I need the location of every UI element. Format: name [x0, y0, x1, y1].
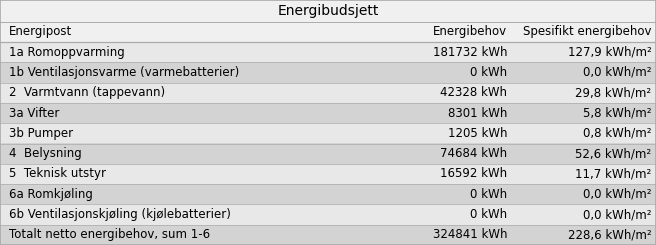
- Text: 4  Belysning: 4 Belysning: [9, 147, 81, 160]
- Bar: [0, 123, 656, 144]
- Bar: [0, 225, 656, 245]
- Text: 0,0 kWh/m²: 0,0 kWh/m²: [583, 188, 651, 201]
- Text: 1a Romoppvarming: 1a Romoppvarming: [9, 46, 124, 59]
- Text: 1205 kWh: 1205 kWh: [447, 127, 507, 140]
- Text: 1b Ventilasjonsvarme (varmebatterier): 1b Ventilasjonsvarme (varmebatterier): [9, 66, 239, 79]
- Text: 6b Ventilasjonskjøling (kjølebatterier): 6b Ventilasjonskjøling (kjølebatterier): [9, 208, 230, 221]
- Text: 6a Romkjøling: 6a Romkjøling: [9, 188, 92, 201]
- Text: 0,0 kWh/m²: 0,0 kWh/m²: [583, 66, 651, 79]
- Text: 29,8 kWh/m²: 29,8 kWh/m²: [575, 86, 651, 99]
- Bar: [0, 164, 656, 184]
- Text: 0 kWh: 0 kWh: [470, 208, 507, 221]
- Text: 2  Varmtvann (tappevann): 2 Varmtvann (tappevann): [9, 86, 165, 99]
- Text: 324841 kWh: 324841 kWh: [432, 228, 507, 241]
- Text: 42328 kWh: 42328 kWh: [440, 86, 507, 99]
- Text: Spesifikt energibehov: Spesifikt energibehov: [523, 25, 651, 38]
- Text: 0,0 kWh/m²: 0,0 kWh/m²: [583, 208, 651, 221]
- Text: Totalt netto energibehov, sum 1-6: Totalt netto energibehov, sum 1-6: [9, 228, 210, 241]
- Text: 52,6 kWh/m²: 52,6 kWh/m²: [575, 147, 651, 160]
- Text: 74684 kWh: 74684 kWh: [440, 147, 507, 160]
- Bar: [0, 184, 656, 204]
- Text: Energibehov: Energibehov: [433, 25, 507, 38]
- Text: 228,6 kWh/m²: 228,6 kWh/m²: [568, 228, 651, 241]
- Bar: [0, 22, 656, 42]
- Text: 0 kWh: 0 kWh: [470, 188, 507, 201]
- Text: 181732 kWh: 181732 kWh: [432, 46, 507, 59]
- Text: 3b Pumper: 3b Pumper: [9, 127, 73, 140]
- Text: 5  Teknisk utstyr: 5 Teknisk utstyr: [9, 167, 106, 181]
- Text: 127,9 kWh/m²: 127,9 kWh/m²: [567, 46, 651, 59]
- Text: 3a Vifter: 3a Vifter: [9, 107, 59, 120]
- Bar: [0, 83, 656, 103]
- Text: Energipost: Energipost: [9, 25, 72, 38]
- Text: 8301 kWh: 8301 kWh: [447, 107, 507, 120]
- Text: 0 kWh: 0 kWh: [470, 66, 507, 79]
- Bar: [0, 0, 656, 22]
- Bar: [0, 42, 656, 62]
- Text: 11,7 kWh/m²: 11,7 kWh/m²: [575, 167, 651, 181]
- Text: 5,8 kWh/m²: 5,8 kWh/m²: [583, 107, 651, 120]
- Bar: [0, 144, 656, 164]
- Bar: [0, 103, 656, 123]
- Bar: [0, 62, 656, 83]
- Text: Energibudsjett: Energibudsjett: [277, 4, 379, 18]
- Bar: [0, 204, 656, 225]
- Text: 0,8 kWh/m²: 0,8 kWh/m²: [583, 127, 651, 140]
- Text: 16592 kWh: 16592 kWh: [440, 167, 507, 181]
